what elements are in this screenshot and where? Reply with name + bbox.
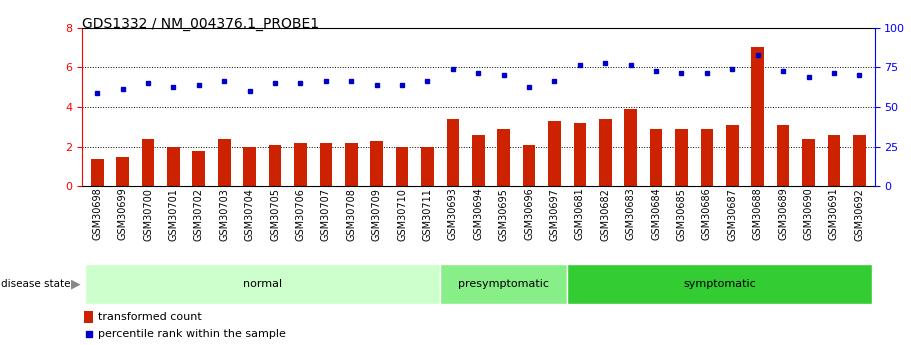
Bar [548,121,561,186]
Bar [568,264,872,304]
Bar [827,135,840,186]
Bar [853,135,865,186]
Bar [777,125,790,186]
Bar [624,109,637,186]
Bar [167,147,179,186]
Bar [142,139,154,186]
Text: GDS1332 / NM_004376.1_PROBE1: GDS1332 / NM_004376.1_PROBE1 [82,17,319,31]
Bar [85,264,440,304]
Bar [345,142,358,186]
Text: symptomatic: symptomatic [683,279,756,289]
Bar [497,129,510,186]
Text: presymptomatic: presymptomatic [458,279,549,289]
Text: percentile rank within the sample: percentile rank within the sample [97,329,285,339]
Bar [395,147,408,186]
Bar [675,129,688,186]
Bar [726,125,739,186]
Text: normal: normal [243,279,281,289]
Bar [370,141,383,186]
Bar [752,47,764,186]
Bar [243,147,256,186]
Bar [574,123,587,186]
Bar [294,142,307,186]
Bar [192,150,205,186]
Bar [320,142,333,186]
Bar [269,145,281,186]
Bar [440,264,568,304]
Bar [803,139,814,186]
Bar [472,135,485,186]
Bar [91,158,104,186]
Bar [446,119,459,186]
Bar [701,129,713,186]
Bar [650,129,662,186]
Text: ▶: ▶ [71,277,81,290]
Bar [421,147,434,186]
Text: transformed count: transformed count [97,312,201,322]
Bar [523,145,536,186]
Text: disease state: disease state [1,279,70,289]
Bar [218,139,230,186]
Bar [599,119,611,186]
Bar [117,157,129,186]
Bar [84,310,93,323]
